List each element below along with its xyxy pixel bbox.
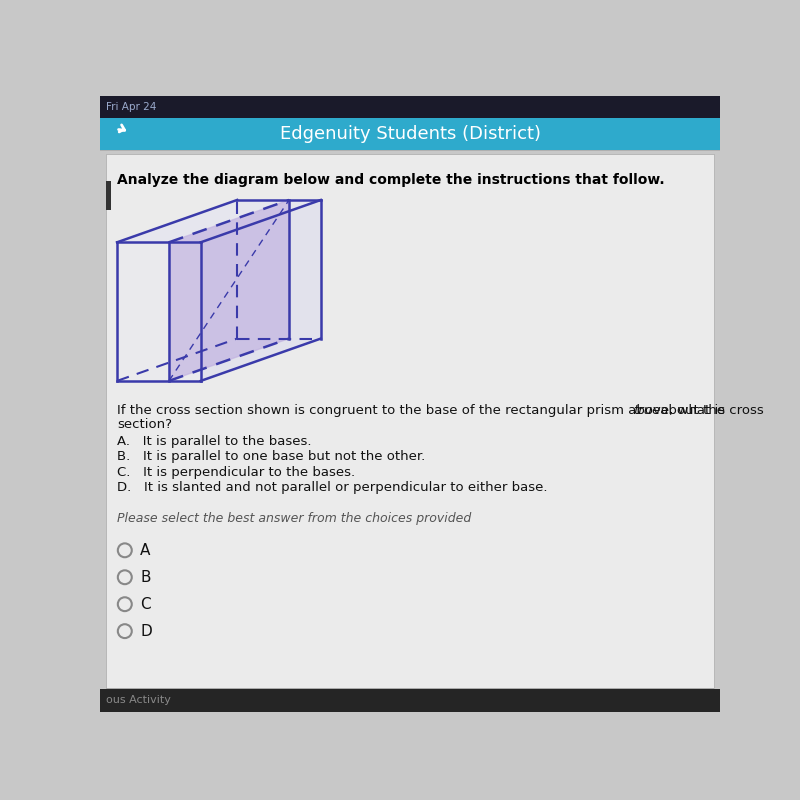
Text: Analyze the diagram below and complete the instructions that follow.: Analyze the diagram below and complete t… xyxy=(117,173,665,187)
Text: Please select the best answer from the choices provided: Please select the best answer from the c… xyxy=(117,512,471,525)
Text: A: A xyxy=(140,542,150,558)
Bar xyxy=(106,154,714,689)
Text: section?: section? xyxy=(117,418,172,431)
Text: true: true xyxy=(634,404,661,417)
Circle shape xyxy=(118,598,132,611)
Circle shape xyxy=(118,624,132,638)
Bar xyxy=(106,181,111,210)
Text: B.   It is parallel to one base but not the other.: B. It is parallel to one base but not th… xyxy=(117,450,426,463)
Text: A.   It is parallel to the bases.: A. It is parallel to the bases. xyxy=(117,435,311,448)
Polygon shape xyxy=(169,200,289,381)
Polygon shape xyxy=(117,200,321,242)
Text: B: B xyxy=(140,570,151,585)
Text: Edgenuity Students (District): Edgenuity Students (District) xyxy=(279,125,541,142)
Bar xyxy=(100,150,720,151)
Text: Fri Apr 24: Fri Apr 24 xyxy=(106,102,157,112)
Bar xyxy=(100,96,720,118)
Polygon shape xyxy=(201,200,321,381)
Text: D.   It is slanted and not parallel or perpendicular to either base.: D. It is slanted and not parallel or per… xyxy=(117,481,547,494)
Bar xyxy=(100,689,720,712)
Text: D: D xyxy=(140,624,152,638)
Text: If the cross section shown is congruent to the base of the rectangular prism abo: If the cross section shown is congruent … xyxy=(117,404,730,417)
Text: about the cross: about the cross xyxy=(657,404,764,417)
Circle shape xyxy=(118,543,132,558)
Bar xyxy=(100,118,720,150)
Circle shape xyxy=(118,570,132,584)
Polygon shape xyxy=(117,242,201,381)
Text: C.   It is perpendicular to the bases.: C. It is perpendicular to the bases. xyxy=(117,466,355,478)
Text: ous Activity: ous Activity xyxy=(106,695,171,706)
Text: C: C xyxy=(140,597,151,612)
